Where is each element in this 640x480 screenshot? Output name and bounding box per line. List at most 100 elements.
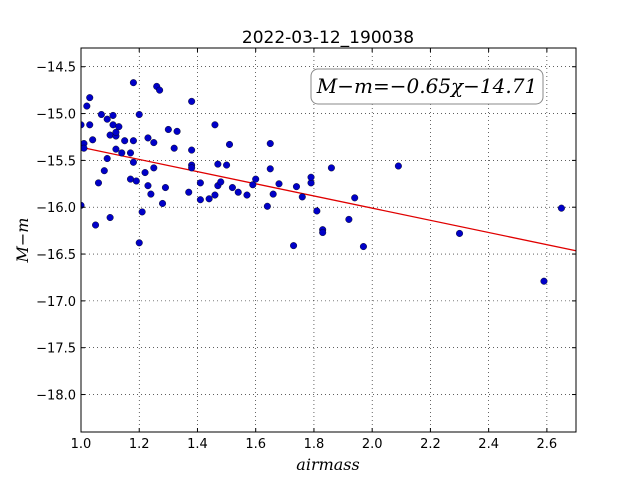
data-point [319,229,327,237]
axis-ticks [80,48,576,432]
data-point [83,102,91,110]
data-point [313,207,321,215]
data-point [138,208,146,216]
data-point [129,79,137,87]
fit-line-layer [80,146,577,252]
data-point [252,175,260,183]
data-point [86,94,94,102]
data-point [196,196,204,204]
data-point [121,137,129,145]
y-tick-label: −17.0 [36,295,76,310]
data-point [188,97,196,105]
data-point [126,175,134,183]
data-point [188,146,196,154]
data-point [126,149,134,157]
y-tick-labels: −14.5 −15.0 −15.5 −16.0 −16.5 −17.0 −17.5 −18.0 [36,61,76,404]
y-axis-label: M−m [13,218,32,264]
data-point [292,183,300,191]
x-axis-label: airmass [296,455,359,474]
data-point [290,242,298,250]
data-point [211,121,219,129]
data-point [161,184,169,192]
data-point [141,169,149,177]
data-point [159,199,167,207]
data-point [234,188,242,196]
data-point [351,194,359,202]
data-point [115,123,123,131]
data-point [144,182,152,190]
x-tick-label: 1.2 [129,437,150,452]
x-tick-label: 2.2 [420,437,441,452]
data-point [164,125,172,133]
x-tick-label: 2.0 [362,437,383,452]
data-point [249,181,257,189]
data-point [228,184,236,192]
data-point [106,214,114,222]
y-tick-label: −16.0 [36,201,76,216]
data-point [94,179,102,187]
data-point [217,178,225,186]
data-point [263,202,271,210]
data-point [266,165,274,173]
data-point [269,190,277,198]
data-point [185,188,193,196]
data-point [129,158,137,166]
x-tick-label: 2.6 [537,437,558,452]
grid-lines [80,48,576,432]
data-point [557,204,565,212]
data-points [81,79,565,285]
annotation-text: M−m=−0.65χ−14.71 [316,74,537,98]
data-point [150,139,158,147]
y-tick-label: −14.5 [36,61,76,76]
data-point [97,110,105,118]
data-point [170,144,178,152]
data-point [540,277,548,285]
data-point [359,243,367,251]
data-point [196,179,204,187]
annotation-box [310,68,544,105]
data-point [135,110,143,118]
data-point [109,121,117,129]
data-point [211,191,219,199]
fit-line [80,146,577,252]
data-point [132,177,140,185]
data-point [327,164,335,172]
data-point [147,190,155,198]
data-point [394,162,402,170]
chart-title: 2022-03-12_190038 [242,28,414,48]
data-point [106,131,114,139]
data-point [205,195,213,203]
x-tick-label: 1.4 [187,437,208,452]
data-point [112,145,120,153]
data-point [129,137,137,145]
data-point [112,128,120,136]
data-point [345,215,353,223]
data-point [243,191,251,199]
data-point [135,239,143,247]
y-tick-label: −17.5 [36,342,76,357]
data-point [109,111,117,119]
data-point [225,140,233,148]
y-tick-label: −16.5 [36,248,76,263]
data-point [156,86,164,94]
data-point [103,115,111,123]
plot-frame [80,47,577,433]
x-tick-label: 1.6 [245,437,266,452]
data-point [92,221,100,229]
data-point [86,121,94,129]
data-point [456,229,464,237]
x-tick-label: 1.0 [71,437,92,452]
y-tick-label: −15.5 [36,154,76,169]
data-point [100,167,108,175]
data-point [118,149,126,157]
data-point [188,164,196,172]
data-point [223,161,231,169]
equation-annotation: M−m=−0.65χ−14.71 [310,68,544,105]
data-point [298,193,306,201]
data-point [81,121,85,129]
data-point [150,164,158,172]
data-point [214,160,222,168]
data-point [275,180,283,188]
x-tick-label: 2.4 [478,437,499,452]
